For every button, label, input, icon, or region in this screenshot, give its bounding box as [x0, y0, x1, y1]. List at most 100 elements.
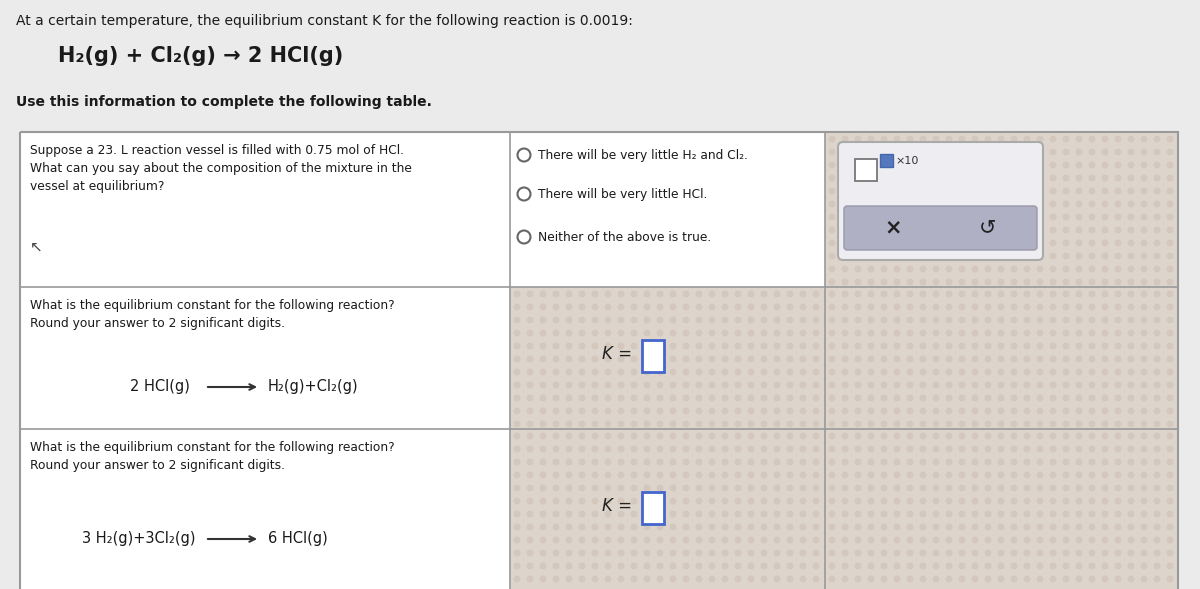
- Circle shape: [1140, 161, 1147, 168]
- Circle shape: [552, 550, 559, 557]
- Circle shape: [959, 524, 966, 531]
- Circle shape: [1166, 187, 1174, 194]
- Circle shape: [1010, 303, 1018, 310]
- Circle shape: [841, 524, 848, 531]
- Circle shape: [868, 200, 875, 207]
- Circle shape: [696, 342, 702, 349]
- Circle shape: [1153, 253, 1160, 260]
- Circle shape: [868, 408, 875, 415]
- Circle shape: [514, 432, 521, 439]
- Circle shape: [841, 445, 848, 452]
- Circle shape: [605, 485, 612, 491]
- Text: Suppose a 23. L reaction vessel is filled with 0.75 mol of HCl.: Suppose a 23. L reaction vessel is fille…: [30, 144, 404, 157]
- Circle shape: [932, 290, 940, 297]
- Circle shape: [1062, 148, 1069, 155]
- Circle shape: [1037, 550, 1044, 557]
- Circle shape: [761, 458, 768, 465]
- Text: H₂(g)+Cl₂(g): H₂(g)+Cl₂(g): [268, 379, 359, 395]
- Circle shape: [786, 290, 793, 297]
- Circle shape: [1010, 135, 1018, 143]
- Circle shape: [656, 290, 664, 297]
- Circle shape: [854, 498, 862, 505]
- Circle shape: [1166, 472, 1174, 478]
- Circle shape: [1010, 485, 1018, 491]
- Circle shape: [786, 369, 793, 376]
- Circle shape: [1037, 356, 1044, 362]
- Circle shape: [1062, 316, 1069, 323]
- Circle shape: [799, 511, 806, 518]
- Circle shape: [592, 562, 599, 570]
- Circle shape: [906, 445, 913, 452]
- Circle shape: [919, 187, 926, 194]
- Circle shape: [618, 511, 624, 518]
- Bar: [510, 429, 826, 589]
- Circle shape: [1024, 537, 1031, 544]
- Circle shape: [514, 511, 521, 518]
- Circle shape: [1115, 174, 1122, 181]
- Circle shape: [894, 161, 900, 168]
- Circle shape: [748, 382, 755, 389]
- Circle shape: [894, 485, 900, 491]
- Circle shape: [959, 432, 966, 439]
- Circle shape: [1037, 445, 1044, 452]
- Circle shape: [761, 511, 768, 518]
- Circle shape: [592, 458, 599, 465]
- Circle shape: [1166, 161, 1174, 168]
- Circle shape: [592, 550, 599, 557]
- Circle shape: [959, 342, 966, 349]
- Circle shape: [997, 240, 1004, 247]
- Circle shape: [774, 432, 780, 439]
- Circle shape: [906, 562, 913, 570]
- Circle shape: [1128, 161, 1134, 168]
- Circle shape: [972, 421, 978, 428]
- Circle shape: [894, 382, 900, 389]
- Circle shape: [721, 316, 728, 323]
- Circle shape: [984, 187, 991, 194]
- Circle shape: [696, 316, 702, 323]
- Circle shape: [841, 174, 848, 181]
- Circle shape: [1088, 421, 1096, 428]
- Circle shape: [1102, 253, 1109, 260]
- Circle shape: [1153, 382, 1160, 389]
- Circle shape: [1140, 498, 1147, 505]
- Circle shape: [972, 290, 978, 297]
- Circle shape: [696, 498, 702, 505]
- Circle shape: [828, 316, 835, 323]
- Circle shape: [592, 524, 599, 531]
- Circle shape: [1153, 342, 1160, 349]
- Circle shape: [946, 485, 953, 491]
- Circle shape: [514, 369, 521, 376]
- Circle shape: [946, 472, 953, 478]
- Circle shape: [618, 485, 624, 491]
- Circle shape: [894, 511, 900, 518]
- Circle shape: [643, 382, 650, 389]
- Circle shape: [734, 329, 742, 336]
- Circle shape: [1166, 575, 1174, 583]
- Circle shape: [919, 432, 926, 439]
- Circle shape: [1037, 537, 1044, 544]
- Circle shape: [932, 253, 940, 260]
- Circle shape: [708, 382, 715, 389]
- Circle shape: [605, 395, 612, 402]
- Circle shape: [1010, 395, 1018, 402]
- Circle shape: [734, 537, 742, 544]
- Circle shape: [1088, 382, 1096, 389]
- Circle shape: [605, 290, 612, 297]
- Circle shape: [894, 472, 900, 478]
- Circle shape: [932, 562, 940, 570]
- Circle shape: [565, 524, 572, 531]
- Circle shape: [774, 537, 780, 544]
- Circle shape: [812, 369, 820, 376]
- Text: There will be very little HCl.: There will be very little HCl.: [538, 188, 707, 201]
- Circle shape: [881, 213, 888, 220]
- Circle shape: [1062, 445, 1069, 452]
- Circle shape: [1075, 445, 1082, 452]
- Circle shape: [1102, 240, 1109, 247]
- Circle shape: [721, 511, 728, 518]
- Circle shape: [854, 266, 862, 273]
- Circle shape: [592, 356, 599, 362]
- Circle shape: [984, 537, 991, 544]
- Circle shape: [592, 472, 599, 478]
- Circle shape: [618, 408, 624, 415]
- Circle shape: [605, 408, 612, 415]
